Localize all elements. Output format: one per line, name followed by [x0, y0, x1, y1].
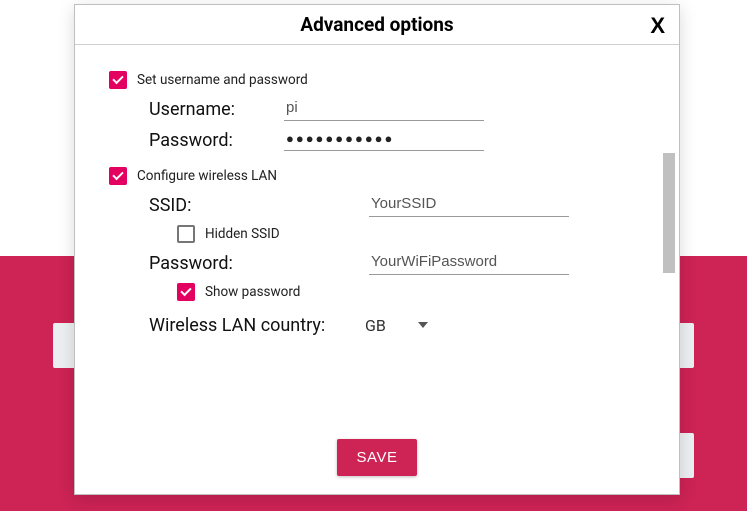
show-password-row: Show password: [177, 283, 633, 301]
set-credentials-label: Set username and password: [137, 72, 308, 88]
chevron-down-icon: [418, 322, 428, 328]
close-icon[interactable]: X: [650, 13, 665, 39]
username-input[interactable]: [284, 97, 484, 121]
advanced-options-modal: Advanced options X Set username and pass…: [74, 4, 680, 495]
username-row: Username:: [149, 97, 633, 121]
user-password-label: Password:: [149, 130, 284, 151]
configure-wifi-label: Configure wireless LAN: [137, 168, 277, 184]
wifi-country-row: Wireless LAN country: GB: [149, 315, 633, 336]
wifi-password-label: Password:: [149, 253, 339, 274]
ssid-input[interactable]: [369, 193, 569, 217]
wifi-password-row: Password:: [149, 251, 633, 275]
hidden-ssid-label: Hidden SSID: [205, 226, 280, 242]
user-password-input[interactable]: ●●●●●●●●●●●: [284, 129, 484, 151]
set-credentials-checkbox[interactable]: [109, 71, 127, 89]
ssid-label: SSID:: [149, 195, 339, 216]
configure-wifi-row: Configure wireless LAN: [109, 167, 633, 185]
wifi-country-value: GB: [365, 316, 386, 335]
hidden-ssid-checkbox[interactable]: [177, 225, 195, 243]
configure-wifi-checkbox[interactable]: [109, 167, 127, 185]
wifi-country-label: Wireless LAN country:: [149, 315, 359, 336]
modal-content: Set username and password Username: Pass…: [79, 49, 671, 350]
ssid-row: SSID:: [149, 193, 633, 217]
username-label: Username:: [149, 99, 284, 120]
modal-footer: SAVE: [75, 427, 679, 494]
wifi-country-select[interactable]: GB: [365, 316, 428, 336]
wifi-password-input[interactable]: [369, 251, 569, 275]
set-credentials-row: Set username and password: [109, 71, 633, 89]
hidden-ssid-row: Hidden SSID: [177, 225, 633, 243]
save-button[interactable]: SAVE: [337, 439, 418, 476]
scrollbar-thumb[interactable]: [663, 153, 675, 273]
show-password-label: Show password: [205, 284, 300, 300]
show-password-checkbox[interactable]: [177, 283, 195, 301]
modal-scroll-area: Set username and password Username: Pass…: [75, 45, 679, 427]
modal-title: Advanced options: [300, 13, 453, 36]
modal-header: Advanced options X: [75, 5, 679, 45]
scrollbar[interactable]: [661, 49, 675, 423]
user-password-row: Password: ●●●●●●●●●●●: [149, 129, 633, 151]
